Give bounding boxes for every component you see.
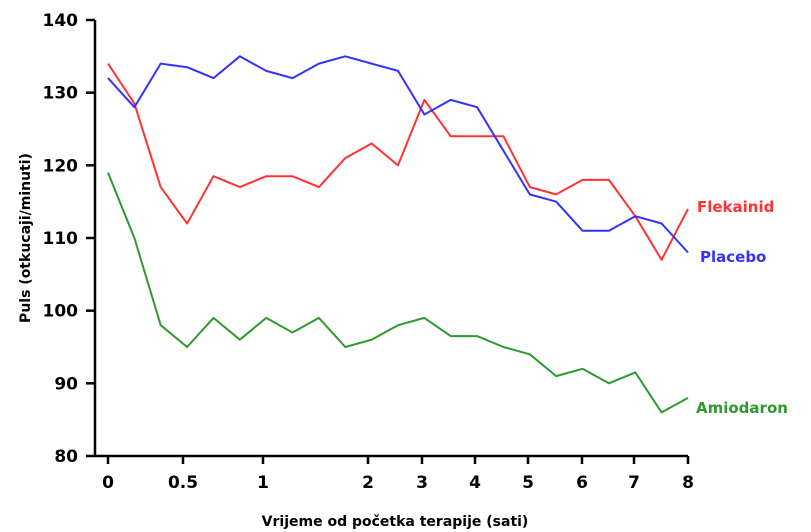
y-tick-label: 90	[54, 374, 78, 394]
y-tick-label: 130	[43, 84, 79, 104]
y-tick-label: 120	[43, 156, 79, 176]
series-labels: Flekainid Placebo Amiodaron	[696, 198, 788, 417]
x-tick-label: 6	[576, 473, 588, 493]
series-label-amiodaron: Amiodaron	[696, 399, 788, 417]
series-group	[107, 55, 689, 414]
x-tick-label: 8	[682, 473, 694, 493]
series-line-placebo	[107, 55, 689, 254]
y-tick-label: 140	[43, 11, 79, 31]
x-tick-label: 4	[469, 473, 481, 493]
y-axis-title: Puls (otkucaji/minuti)	[18, 153, 34, 323]
chart-axes	[93, 20, 688, 458]
series-label-placebo: Placebo	[700, 248, 766, 266]
y-tick-label: 110	[43, 229, 79, 249]
x-tick-label: 3	[416, 473, 428, 493]
x-tick-label: 0.5	[168, 473, 198, 493]
series-line-amiodaron	[107, 172, 689, 414]
x-axis-title: Vrijeme od početka terapije (sati)	[262, 514, 529, 530]
x-ticks: 0 0.5 1 2 3 4 5 6 7 8	[102, 456, 694, 493]
y-ticks: 80 90 100 110 120 130 140	[43, 11, 95, 467]
x-tick-label: 1	[257, 473, 269, 493]
x-tick-label: 0	[102, 473, 114, 493]
x-tick-label: 7	[628, 473, 640, 493]
x-tick-label: 2	[362, 473, 374, 493]
series-label-flekainid: Flekainid	[697, 198, 774, 216]
y-tick-label: 80	[54, 447, 78, 467]
y-tick-label: 100	[43, 302, 79, 322]
x-tick-label: 5	[522, 473, 534, 493]
series-line-flekainid	[107, 63, 689, 261]
